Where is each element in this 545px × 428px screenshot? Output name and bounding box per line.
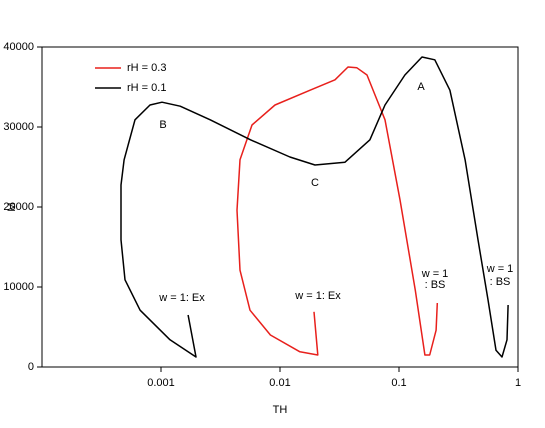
annotation: w = 1 [421, 268, 449, 280]
annotation: B [159, 119, 166, 131]
x-tick-label: 0.1 [391, 377, 406, 389]
annotation: C [311, 177, 319, 189]
y-tick-label: 20000 [3, 201, 34, 213]
legend-label: rH = 0.1 [127, 82, 166, 94]
plot-frame [41, 46, 519, 368]
annotation: w = 1: Ex [158, 292, 205, 304]
y-tick-label: 10000 [3, 281, 34, 293]
x-tick-label: 0.001 [147, 377, 175, 389]
y-tick-label: 40000 [3, 41, 34, 53]
series-line [236, 66, 439, 356]
series-line [120, 56, 509, 358]
y-tick-label: 0 [28, 361, 34, 373]
y-axis-label: M [6, 202, 18, 211]
legend-label: rH = 0.3 [127, 62, 166, 74]
annotation: A [417, 81, 425, 93]
annotation: w = 1: Ex [294, 290, 341, 302]
x-tick-label: 1 [515, 377, 521, 389]
annotation: : BS [490, 276, 511, 288]
annotation: : BS [425, 279, 446, 291]
annotation: w = 1 [486, 263, 514, 275]
y-tick-label: 30000 [3, 121, 34, 133]
x-axis-label: TH [273, 404, 288, 416]
x-tick-label: 0.01 [269, 377, 290, 389]
